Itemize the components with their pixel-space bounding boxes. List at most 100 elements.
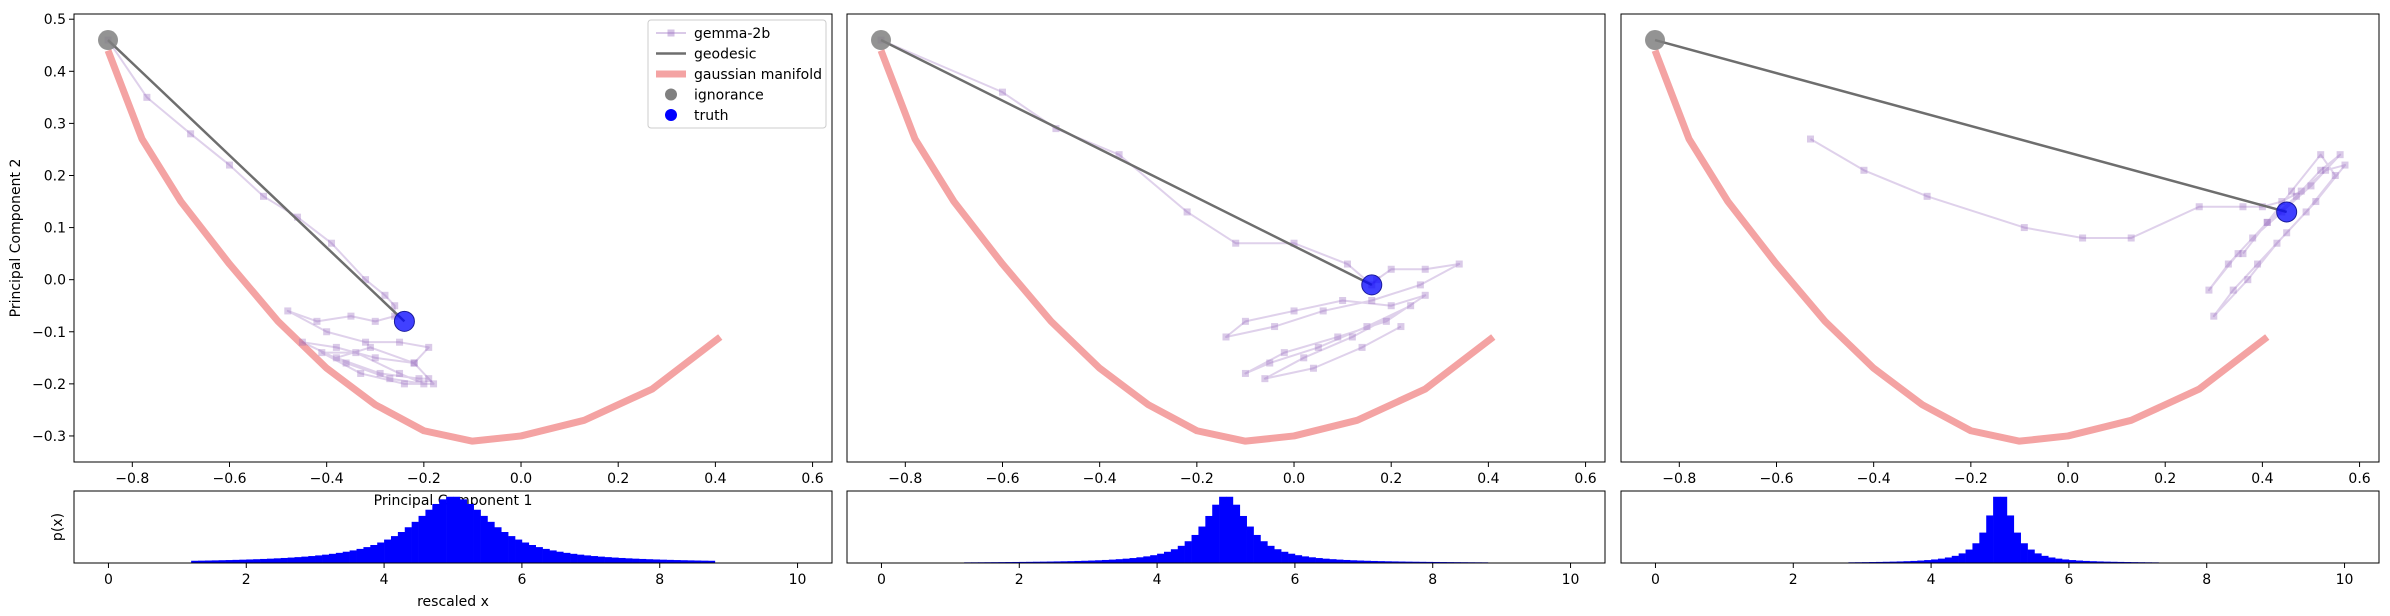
geodesic-line <box>107 39 406 323</box>
gemma-point <box>2249 234 2257 242</box>
hist-bar <box>1074 560 1082 563</box>
pca-panel-2: −0.8 −0.6 −0.4 −0.2 0.0 0.2 0.4 0.6 <box>846 13 1606 487</box>
hist-bar <box>1060 561 1068 563</box>
hist-bar <box>2068 560 2077 563</box>
hist-bar <box>1951 555 1959 563</box>
x-tick-label: 0.6 <box>1574 471 1596 487</box>
hist-bar <box>570 553 578 563</box>
gemma-point <box>2210 312 2218 320</box>
x-tick-label: 0.4 <box>1477 471 1499 487</box>
gemma-point <box>1860 166 1868 174</box>
hist-bar <box>1924 560 1932 563</box>
hist-bar <box>411 521 419 563</box>
legend-box <box>647 19 827 129</box>
hist-bar <box>528 545 536 563</box>
hist-bar <box>1157 553 1165 563</box>
plot-area <box>1645 30 2349 445</box>
hist-bar <box>1219 496 1227 563</box>
hist-bar <box>363 547 371 563</box>
gemma-point <box>400 380 408 388</box>
x-tick-label: 10 <box>2336 572 2354 588</box>
hist-bar <box>1993 496 2001 563</box>
hist-bar <box>1177 545 1185 563</box>
hist-bar <box>370 545 378 563</box>
gemma-point <box>2288 187 2296 195</box>
x-tick-label: 0.4 <box>704 471 726 487</box>
hist-bar <box>1212 504 1220 563</box>
gemma-point <box>2229 286 2237 294</box>
x-tick-label: 0 <box>104 572 113 588</box>
x-tick-label: 6 <box>2064 572 2073 588</box>
hist-bar <box>1095 560 1103 563</box>
x-tick-label: −0.4 <box>1857 471 1891 487</box>
x-tick-label: −0.4 <box>1083 471 1117 487</box>
hist-bar <box>2006 515 2015 563</box>
hist-panel-2: 0 2 4 6 8 10 <box>846 490 1606 588</box>
gemma-point <box>2254 260 2262 268</box>
legend-dot-swatch <box>665 88 677 101</box>
y-tick-label: −0.3 <box>32 429 66 445</box>
hist-bar <box>1081 560 1089 563</box>
x-tick-label: 0 <box>877 572 886 588</box>
hist-bar <box>1039 561 1048 563</box>
hist-bar <box>1329 559 1337 563</box>
hist-bar <box>625 558 633 563</box>
y-axis-label: Principal Component 2 <box>8 159 24 318</box>
hist-bar <box>246 559 254 563</box>
gemma-point <box>2234 250 2242 258</box>
hist-bar <box>1343 559 1351 563</box>
gemma-point <box>2341 161 2349 169</box>
x-tick-label: 0 <box>1651 572 1660 588</box>
pca-panel-3: −0.8 −0.6 −0.4 −0.2 0.0 0.2 0.4 0.6 <box>1620 13 2380 487</box>
gemma-point <box>313 317 321 325</box>
hist-bar <box>1019 561 1027 563</box>
hist-bar <box>191 560 199 563</box>
gemma-point <box>298 338 306 346</box>
gemma-trajectory-line <box>880 39 1461 380</box>
gemma-point <box>347 312 355 320</box>
hist-bar <box>2013 532 2021 563</box>
gaussian-manifold-line <box>877 49 1496 445</box>
hist-bar <box>315 555 323 563</box>
hist-bar <box>2020 543 2028 563</box>
y-axis-label: p(x) <box>50 513 66 541</box>
gemma-point <box>396 338 404 346</box>
hist-bar <box>1108 559 1117 563</box>
hist-bar <box>1301 556 1309 563</box>
hist-bar <box>211 560 220 563</box>
gemma-point <box>2307 182 2315 190</box>
hist-bars <box>964 496 1489 563</box>
hist-bar <box>294 557 302 563</box>
hist-bar <box>2048 557 2056 563</box>
gemma-point <box>1407 302 1415 310</box>
hist-bar <box>618 557 626 563</box>
hist-bar <box>556 551 564 563</box>
hist-bar <box>439 499 447 563</box>
gemma-point <box>2079 234 2087 242</box>
gemma-point <box>425 375 433 383</box>
hist-bar <box>1122 558 1130 563</box>
hist-bar <box>225 560 233 563</box>
hist-bar <box>1882 561 1891 563</box>
hist-bar <box>322 554 330 563</box>
gemma-point <box>328 239 336 247</box>
x-tick-label: 8 <box>655 572 664 588</box>
gemma-point <box>1343 260 1351 268</box>
gemma-point <box>1115 151 1123 159</box>
gemma-point <box>318 349 326 357</box>
gemma-point <box>1261 375 1269 383</box>
hist-bar <box>1198 526 1206 563</box>
hist-bar <box>1986 515 1994 563</box>
hist-bar <box>687 560 695 563</box>
gemma-point <box>1421 265 1429 273</box>
hist-bar <box>1143 556 1151 563</box>
gemma-point <box>2331 171 2339 179</box>
gemma-point <box>2278 198 2286 206</box>
hist-bar <box>2055 558 2063 563</box>
gemma-point <box>2195 203 2203 211</box>
gemma-point <box>1241 369 1249 377</box>
hist-bar <box>1377 561 1385 563</box>
hist-bar <box>1274 549 1282 563</box>
gemma-point <box>1339 297 1347 305</box>
hist-bar <box>1308 557 1316 563</box>
